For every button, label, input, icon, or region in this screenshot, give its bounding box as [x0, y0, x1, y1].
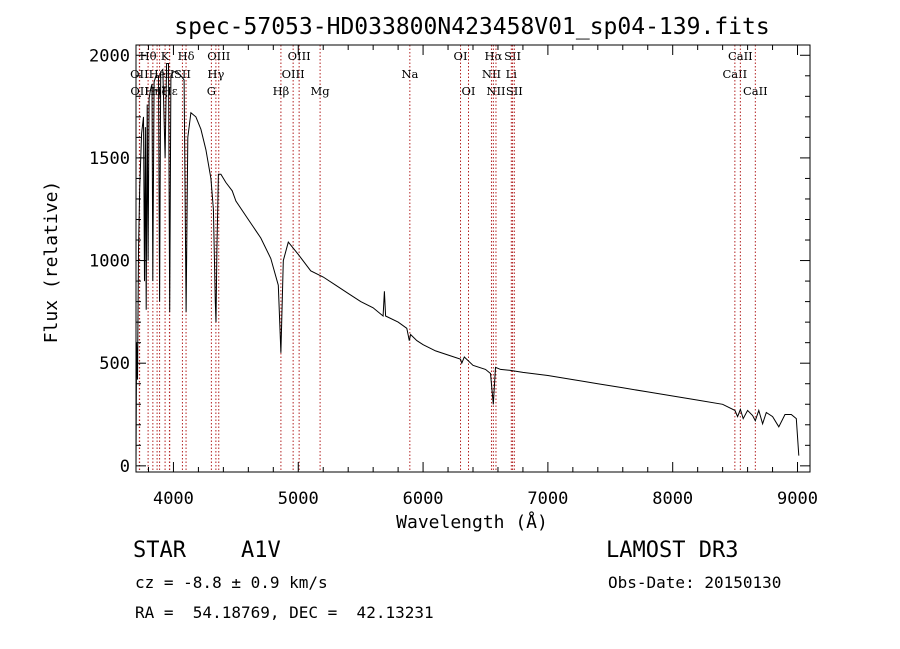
x-tick-label: 7000 — [527, 489, 568, 509]
line-marker-label-16: OIII — [288, 49, 311, 63]
line-marker-label-13: OIII — [207, 49, 230, 63]
line-marker-label-22: Hα — [484, 49, 502, 63]
observation-date: Obs-Date: 20150130 — [608, 573, 782, 592]
chart-title: spec-57053-HD033800N423458V01_sp04-139.f… — [174, 14, 769, 40]
object-class: STAR — [133, 538, 186, 563]
line-marker-label-24: Li — [506, 67, 518, 81]
line-marker-label-10: Hδ — [178, 49, 195, 63]
plot-frame — [135, 44, 811, 473]
line-marker-label-18: Na — [401, 67, 418, 81]
y-tick-label: 1000 — [89, 252, 130, 272]
x-tick-label: 4000 — [153, 489, 194, 509]
x-tick-label: 9000 — [777, 489, 818, 509]
line-marker-label-20: OI — [462, 84, 476, 98]
sky-coordinates: RA = 54.18769, DEC = 42.13231 — [135, 603, 434, 622]
line-marker-label-29: CaII — [743, 84, 768, 98]
line-marker-label-9: SII — [174, 67, 191, 81]
object-subclass: A1V — [241, 538, 281, 563]
line-marker-label-6: K — [161, 49, 170, 63]
y-tick-label: 1500 — [89, 149, 130, 169]
line-marker-label-2: Hθ — [140, 49, 157, 63]
line-markers: OIIOIIHθHηHeHζKHHεSIIHδGHγOIIIHβOIIIOIII… — [130, 45, 768, 472]
line-marker-label-28: CaII — [728, 49, 753, 63]
line-marker-label-11: G — [207, 84, 216, 98]
y-tick-label: 2000 — [89, 46, 130, 66]
line-marker-label-15: OIII — [282, 67, 305, 81]
line-marker-label-1: OII — [130, 84, 149, 98]
line-marker-label-12: Hγ — [207, 67, 224, 81]
x-tick-label: 6000 — [403, 489, 444, 509]
line-marker-label-23: NII — [486, 84, 505, 98]
line-marker-label-26: SII — [506, 84, 523, 98]
x-tick-label: 8000 — [652, 489, 693, 509]
spectrum-line — [135, 63, 800, 466]
axis-ticks: 4000 5000 6000 7000 8000 9000 0 500 1000 1500 2000 — [89, 45, 818, 509]
line-marker-label-17: Mg — [311, 84, 331, 98]
survey-name: LAMOST DR3 — [606, 538, 739, 563]
y-tick-label: 500 — [99, 354, 130, 374]
y-axis-label: Flux (relative) — [41, 181, 62, 344]
line-marker-label-14: Hβ — [273, 84, 290, 98]
line-marker-label-27: CaII — [722, 67, 747, 81]
radial-velocity: cz = -8.8 ± 0.9 km/s — [135, 573, 328, 592]
line-marker-label-21: NII — [482, 67, 501, 81]
line-marker-label-19: OI — [454, 49, 468, 63]
y-tick-label: 0 — [120, 457, 130, 477]
x-axis-label: Wavelength (Å) — [396, 511, 548, 533]
x-tick-label: 5000 — [278, 489, 319, 509]
line-marker-label-25: SII — [504, 49, 521, 63]
line-marker-label-8: Hε — [162, 84, 178, 98]
